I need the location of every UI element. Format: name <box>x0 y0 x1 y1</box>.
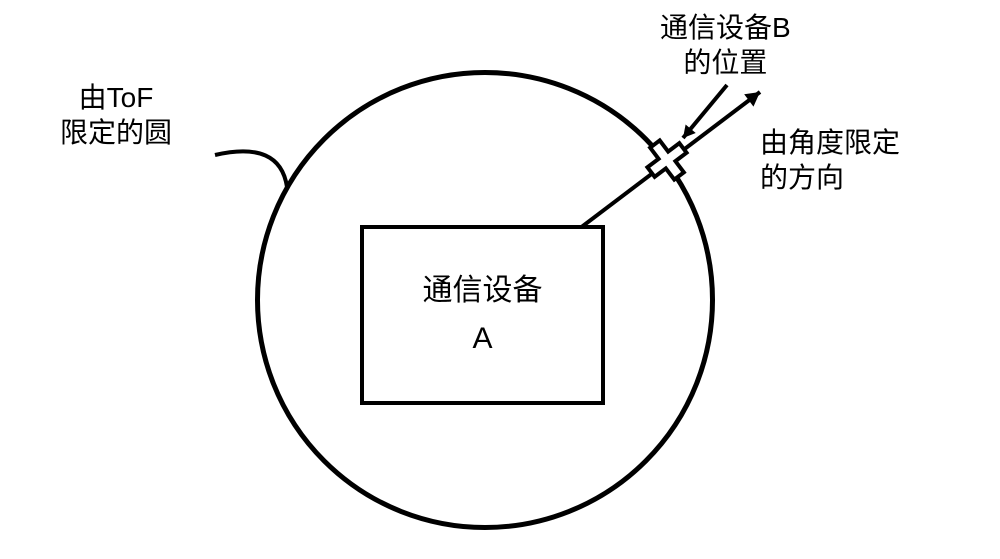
dir-label-line2: 的方向 <box>760 160 900 195</box>
tof-leader-line <box>215 151 287 187</box>
tof-label-line1: 由ToF <box>60 80 172 115</box>
diagram-canvas: 通信设备 A 由ToF 限定的圆 通信设备B 的位置 由角度限定 的方向 <box>0 0 1000 559</box>
device-a-label-line1: 通信设备 <box>423 267 543 315</box>
posb-leader-line <box>683 85 727 138</box>
direction-label: 由角度限定 的方向 <box>760 125 900 195</box>
direction-arrowhead-icon <box>744 92 760 107</box>
posb-label-line1: 通信设备B <box>660 10 791 45</box>
tof-circle-label: 由ToF 限定的圆 <box>60 80 172 150</box>
device-a-box: 通信设备 A <box>360 225 605 405</box>
tof-label-line2: 限定的圆 <box>60 115 172 150</box>
posb-label-line2: 的位置 <box>660 45 791 80</box>
device-b-position-label: 通信设备B 的位置 <box>660 10 791 80</box>
device-a-label-line2: A <box>472 315 492 363</box>
posb-arrowhead-icon <box>683 125 696 138</box>
dir-label-line1: 由角度限定 <box>760 125 900 160</box>
